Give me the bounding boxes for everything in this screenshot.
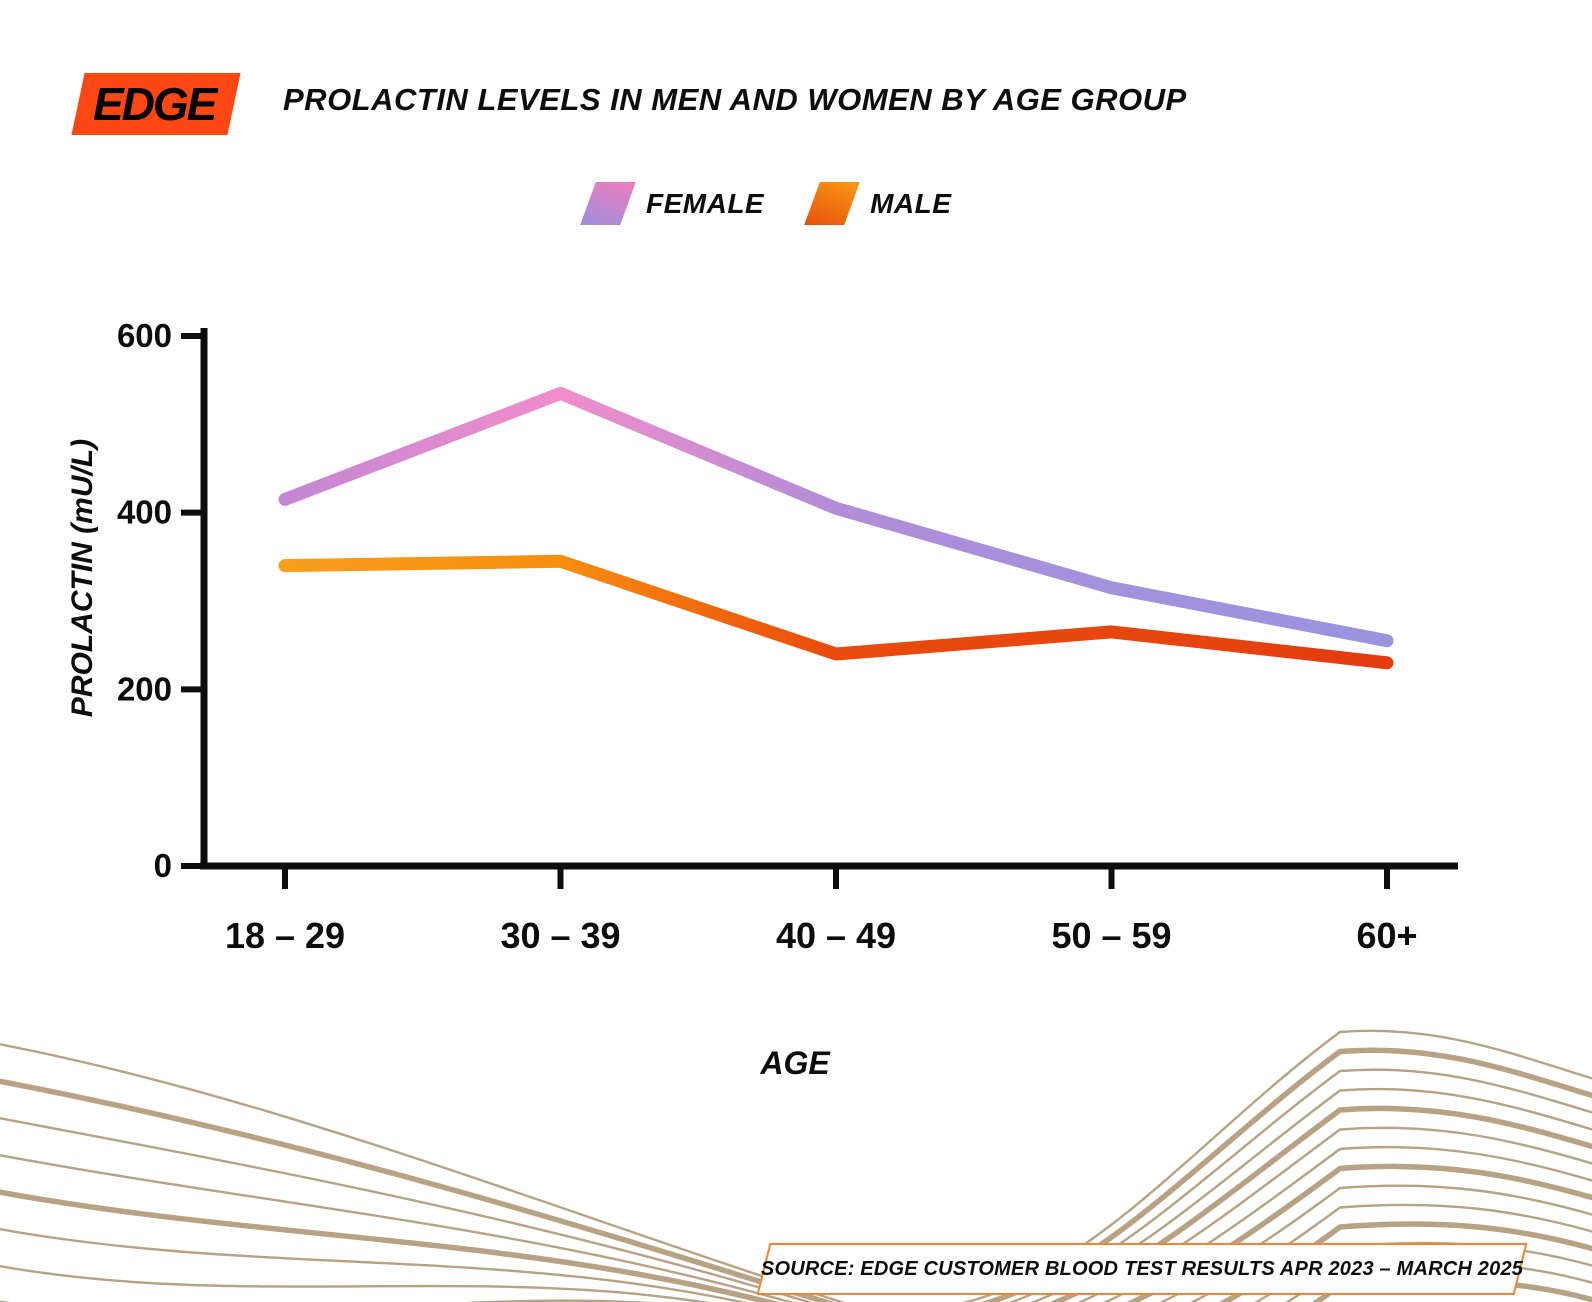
chart-title: PROLACTIN LEVELS IN MEN AND WOMEN BY AGE… [283,82,1187,117]
wave-line [0,1029,1592,1302]
x-axis-title: AGE [759,1045,831,1081]
y-tick-label: 600 [117,317,172,354]
legend: FEMALE MALE [580,182,952,225]
legend-item-female: FEMALE [580,182,765,225]
y-tick-label: 400 [117,494,172,531]
x-axis-ticks: 18 – 29 30 – 39 40 – 49 50 – 59 60+ [225,866,1418,956]
wave-line [0,1163,1592,1302]
wave-line [0,1145,1592,1302]
legend-label-male: MALE [870,187,952,219]
male-series-line [278,554,1394,670]
x-tick-label: 40 – 49 [776,915,896,956]
y-axis-ticks: 0 200 400 600 [117,317,204,884]
x-tick-label: 30 – 39 [500,915,620,956]
wave-line [0,1087,1592,1302]
wave-line [1159,1184,1592,1302]
wave-line [0,1126,1592,1302]
wave-line [0,1105,1592,1302]
wave-line [1190,1203,1592,1302]
x-tick-label: 60+ [1356,915,1417,956]
y-axis-title: PROLACTIN (mU/L) [66,439,99,717]
wave-line [0,1068,1592,1302]
y-tick-label: 200 [117,670,172,707]
x-tick-label: 50 – 59 [1051,915,1171,956]
legend-item-male: MALE [804,182,952,225]
y-tick-label: 0 [154,847,172,884]
legend-label-female: FEMALE [646,187,765,219]
x-tick-label: 18 – 29 [225,915,345,956]
wave-line [0,1047,1592,1302]
source-text: SOURCE: EDGE CUSTOMER BLOOD TEST RESULTS… [760,1257,1524,1280]
female-series-line [278,386,1394,648]
wave-line [1218,1221,1592,1302]
